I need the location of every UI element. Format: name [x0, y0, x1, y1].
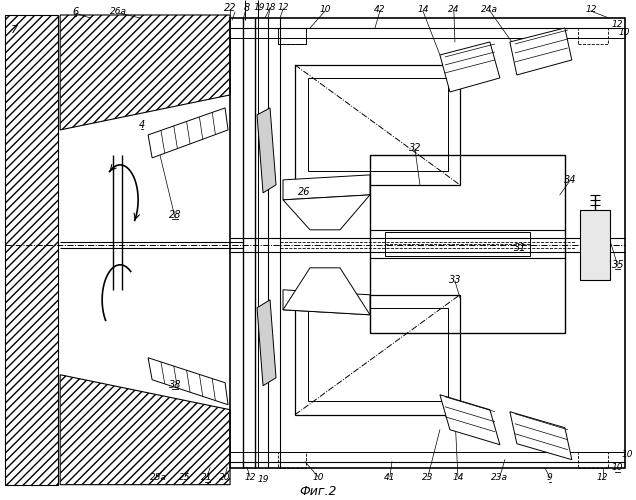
- Polygon shape: [5, 15, 58, 484]
- Text: 24a: 24a: [481, 6, 499, 15]
- Text: 32: 32: [409, 143, 421, 153]
- Text: 38: 38: [169, 380, 181, 390]
- Polygon shape: [440, 42, 500, 92]
- Text: 12: 12: [585, 6, 597, 15]
- Text: 7: 7: [11, 25, 18, 35]
- Polygon shape: [510, 28, 572, 75]
- Polygon shape: [60, 374, 230, 484]
- Text: 34: 34: [563, 175, 576, 185]
- Text: 12: 12: [277, 4, 289, 13]
- Text: 10: 10: [622, 450, 633, 459]
- Text: 10: 10: [612, 463, 623, 472]
- Text: 24: 24: [448, 6, 460, 15]
- Text: 4: 4: [139, 120, 145, 130]
- Text: 23a: 23a: [492, 473, 508, 482]
- Text: 18: 18: [265, 4, 276, 13]
- Polygon shape: [440, 394, 500, 444]
- Text: 22: 22: [224, 3, 237, 13]
- Bar: [278, 452, 306, 468]
- Polygon shape: [510, 412, 572, 460]
- Text: 21: 21: [202, 473, 213, 482]
- Text: 25a: 25a: [149, 473, 167, 482]
- Text: 42: 42: [374, 6, 385, 15]
- Polygon shape: [148, 358, 228, 405]
- Text: 10: 10: [319, 6, 331, 15]
- Bar: [278, 28, 306, 44]
- Bar: [578, 28, 608, 44]
- Text: 33: 33: [448, 275, 461, 285]
- Text: 20: 20: [219, 473, 231, 482]
- Text: 12: 12: [244, 473, 256, 482]
- Text: 6: 6: [72, 7, 78, 17]
- Text: 19: 19: [258, 475, 269, 484]
- Text: 10: 10: [312, 473, 324, 482]
- Bar: [578, 452, 608, 468]
- Text: 14: 14: [417, 6, 429, 15]
- Polygon shape: [283, 290, 370, 315]
- Text: Фиг.2: Фиг.2: [300, 485, 336, 498]
- Polygon shape: [148, 108, 228, 158]
- Text: 26a: 26a: [109, 8, 127, 16]
- Text: 9: 9: [547, 473, 553, 482]
- Text: 26: 26: [298, 187, 310, 197]
- Text: 28: 28: [169, 210, 181, 220]
- Text: 19: 19: [253, 4, 265, 13]
- Text: 12: 12: [597, 473, 609, 482]
- Polygon shape: [60, 15, 230, 130]
- Text: 8: 8: [244, 3, 250, 13]
- Text: 23: 23: [422, 473, 434, 482]
- Text: 31: 31: [514, 243, 526, 253]
- Text: 10: 10: [619, 28, 630, 38]
- Polygon shape: [283, 195, 370, 230]
- Polygon shape: [257, 300, 276, 386]
- Polygon shape: [283, 175, 370, 200]
- Text: 35: 35: [612, 260, 624, 270]
- Polygon shape: [580, 210, 610, 280]
- Text: 12: 12: [612, 20, 623, 30]
- Text: 14: 14: [452, 473, 464, 482]
- Text: 25: 25: [179, 473, 191, 482]
- Polygon shape: [283, 268, 370, 315]
- Text: 41: 41: [384, 473, 396, 482]
- Polygon shape: [257, 108, 276, 193]
